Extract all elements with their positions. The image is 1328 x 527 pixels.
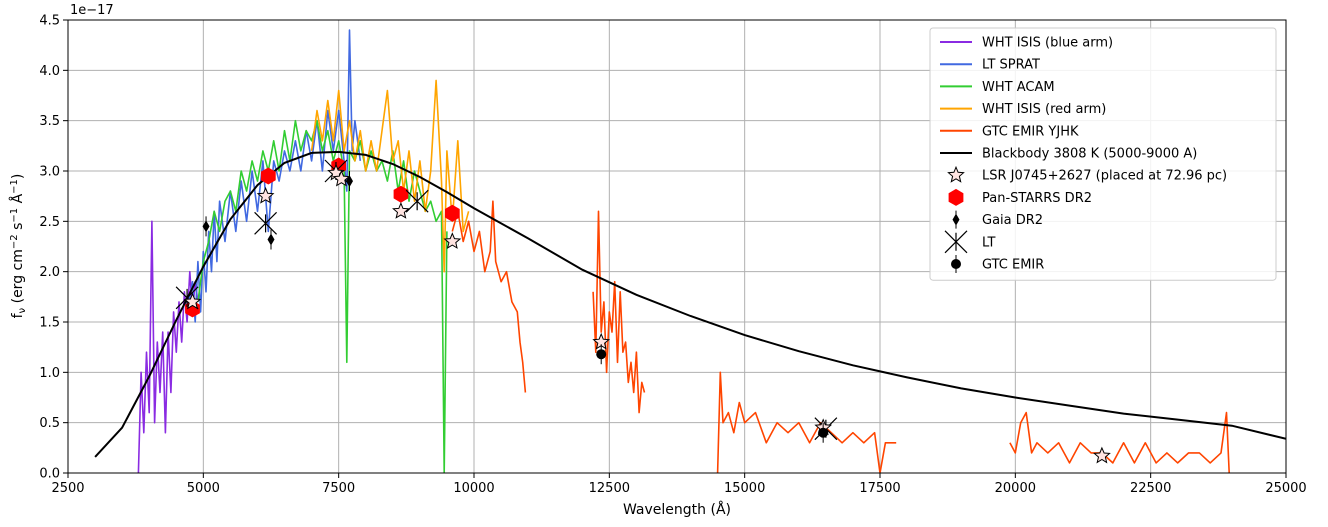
- point-hexagon: [445, 204, 460, 222]
- points-layer: [175, 157, 1111, 464]
- series-gtc-emir-yjhk: [592, 210, 646, 414]
- legend-label: WHT ISIS (blue arm): [982, 36, 1113, 51]
- point-hexagon: [260, 167, 276, 185]
- series-wht-isis-blue-arm: [137, 220, 199, 473]
- y-tick-label: 1.5: [39, 316, 60, 331]
- point-star: [256, 186, 275, 204]
- legend-label: GTC EMIR: [982, 258, 1044, 273]
- series-wht-isis-red-arm: [310, 79, 470, 273]
- legend-label: Pan-STARRS DR2: [982, 191, 1092, 206]
- point-star: [183, 292, 202, 310]
- y-tick-label: 1.0: [39, 366, 60, 381]
- x-tick-label: 17500: [859, 481, 900, 496]
- y-tick-label: 0.5: [39, 416, 60, 431]
- y-axis-label: fν (erg cm−2 s−1 Å−1): [9, 174, 28, 319]
- point-star: [392, 201, 410, 219]
- x-tick-label: 15000: [724, 481, 765, 496]
- legend: WHT ISIS (blue arm) LT SPRAT WHT ACAM WHT I…: [929, 27, 1277, 281]
- legend-marker: [947, 165, 965, 183]
- point-star: [332, 169, 351, 187]
- legend-label: Gaia DR2: [982, 213, 1043, 228]
- series-wht-acam: [197, 119, 448, 473]
- x-tick-label: 20000: [995, 481, 1036, 496]
- y-tick-label: 3.5: [39, 114, 60, 129]
- point-star: [443, 232, 462, 249]
- x-tick-label: 22500: [1130, 481, 1171, 496]
- y-tick-label: 4.0: [39, 64, 60, 79]
- x-axis-label: Wavelength (Å): [623, 501, 731, 518]
- series-gtc-emir-yjhk: [716, 371, 897, 473]
- ticks: 2500 5000 7500 10000 12500 15000 17500 20000 225…: [39, 14, 1306, 497]
- legend-marker: [948, 188, 964, 206]
- y-tick-label: 0.0: [39, 467, 60, 482]
- y-tick-label: 2.5: [39, 215, 60, 230]
- point-x: [254, 211, 278, 235]
- series-gtc-emir-yjhk: [1009, 411, 1230, 473]
- y-tick-label: 3.0: [39, 165, 60, 180]
- y-tick-label: 4.5: [39, 14, 60, 29]
- legend-label: WHT ISIS (red arm): [982, 102, 1106, 117]
- x-tick-label: 10000: [453, 481, 494, 496]
- legend-box: [929, 27, 1277, 281]
- series-blackbody: [94, 150, 1286, 458]
- legend-label: WHT ACAM: [982, 80, 1055, 95]
- legend-label: GTC EMIR YJHK: [982, 124, 1079, 139]
- legend-label: Blackbody 3808 K (5000-9000 A): [982, 147, 1197, 162]
- legend-label: LT SPRAT: [982, 58, 1040, 73]
- point-hexagon: [393, 185, 409, 203]
- legend-label: LSR J0745+2627 (placed at 72.96 pc): [982, 169, 1227, 184]
- x-tick-label: 7500: [322, 481, 355, 496]
- x-tick-label: 5000: [187, 481, 220, 496]
- legend-label: LT: [982, 235, 995, 250]
- offset-text: 1e−17: [70, 3, 114, 18]
- series-gtc-emir-yjhk: [451, 200, 527, 393]
- y-tick-label: 2.0: [39, 265, 60, 280]
- x-tick-label: 25000: [1265, 481, 1306, 496]
- x-tick-label: 2500: [51, 481, 84, 496]
- x-tick-label: 12500: [589, 481, 630, 496]
- legend-marker: [944, 230, 968, 254]
- point-star: [1093, 446, 1111, 464]
- plot-frame: [67, 19, 1287, 474]
- point-x: [405, 189, 429, 213]
